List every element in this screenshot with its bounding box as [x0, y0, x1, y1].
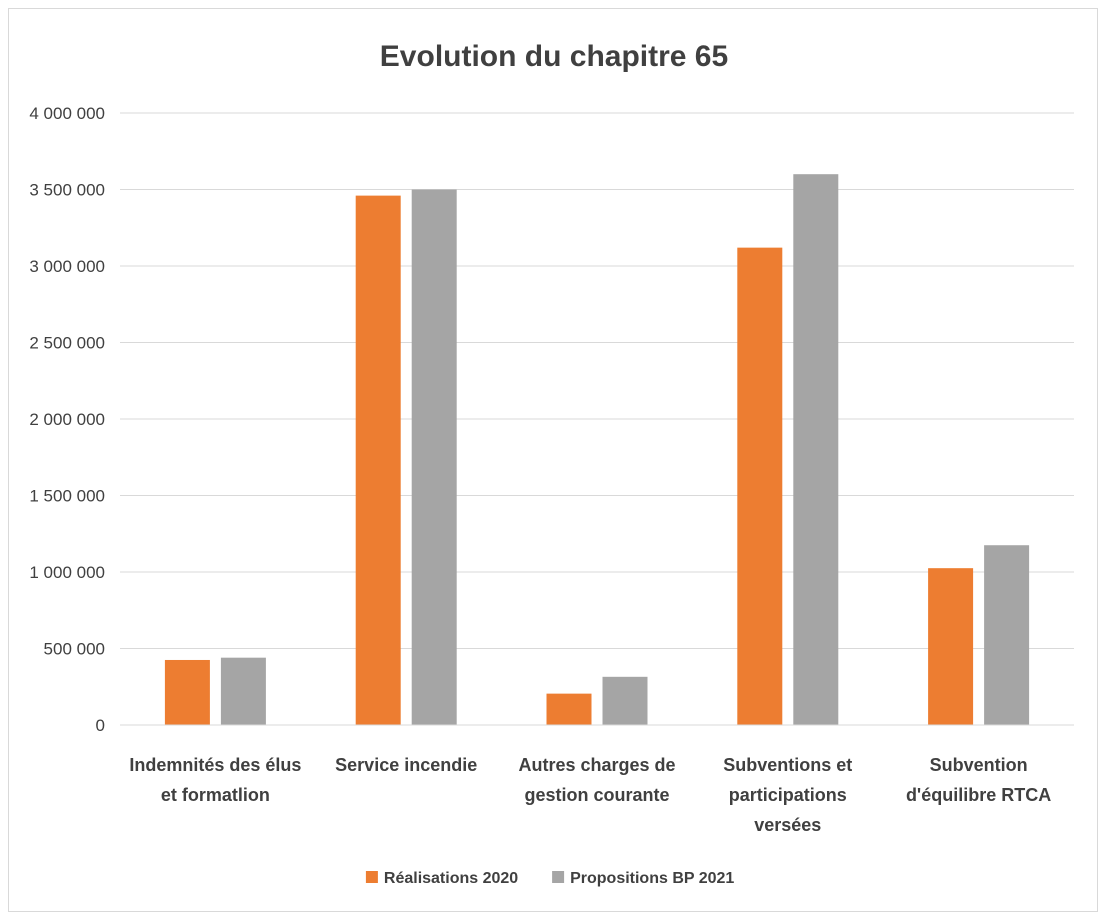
x-axis-category-labels: Indemnités des élus et formatlion Service … [129, 755, 1051, 835]
legend-label: Propositions BP 2021 [570, 870, 734, 887]
y-tick-label: 500 000 [44, 640, 105, 659]
gridlines [120, 112, 1074, 649]
y-tick-label: 1 500 000 [29, 487, 105, 506]
y-tick-label: 0 [96, 716, 105, 735]
chart-frame [8, 8, 1098, 912]
x-category-label: Service incendie [335, 755, 477, 775]
y-tick-label: 2 000 000 [29, 410, 105, 429]
bar-realisations-2020 [546, 693, 592, 725]
bar-propositions-bp-2021 [602, 676, 648, 725]
y-tick-label: 2 500 000 [29, 334, 105, 353]
legend-label: Réalisations 2020 [384, 870, 518, 887]
x-category-label: Subventions et [723, 755, 852, 775]
x-category-label: et formatlion [161, 785, 270, 805]
y-axis-tick-labels: 0 500 000 1 000 000 1 500 000 2 000 000 2 500… [29, 104, 105, 735]
bar-realisations-2020 [737, 247, 783, 725]
y-tick-label: 3 000 000 [29, 257, 105, 276]
bar-propositions-bp-2021 [793, 174, 839, 725]
y-tick-label: 4 000 000 [29, 104, 105, 123]
x-category-label: gestion courante [524, 785, 669, 805]
legend-swatch [365, 871, 378, 883]
bar-propositions-bp-2021 [984, 545, 1030, 725]
x-category-label: Autres charges de [518, 755, 675, 775]
y-tick-label: 1 000 000 [29, 563, 105, 582]
bar-propositions-bp-2021 [220, 657, 266, 725]
chart-title: Evolution du chapitre 65 [380, 40, 728, 73]
legend: Réalisations 2020 Propositions BP 2021 [365, 870, 734, 887]
bar-propositions-bp-2021 [411, 189, 457, 725]
y-tick-label: 3 500 000 [29, 181, 105, 200]
x-category-label: Indemnités des élus [129, 755, 301, 775]
bar-realisations-2020 [928, 568, 974, 725]
bar-realisations-2020 [164, 659, 210, 725]
bar-realisations-2020 [355, 195, 401, 725]
x-category-label: Subvention [930, 755, 1028, 775]
x-category-label: participations [729, 785, 847, 805]
legend-swatch [552, 871, 565, 883]
x-category-label: versées [754, 815, 821, 835]
x-category-label: d'équilibre RTCA [906, 785, 1051, 805]
bars [164, 174, 1030, 725]
